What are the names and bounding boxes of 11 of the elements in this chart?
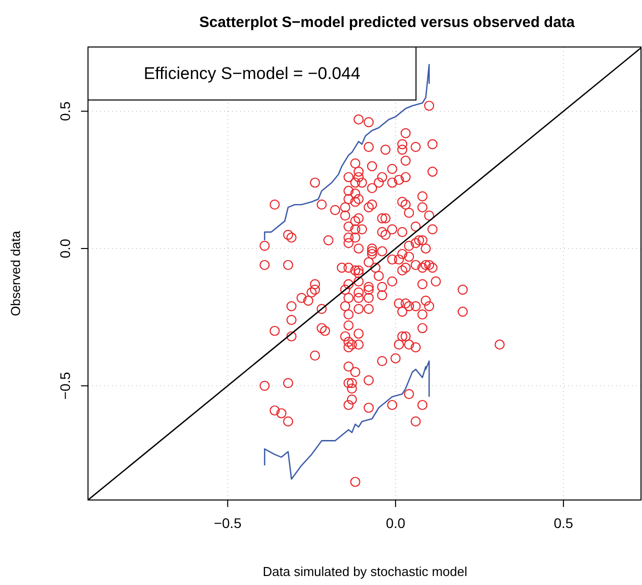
- y-tick-label: −0.5: [57, 372, 73, 400]
- line-series: [264, 360, 430, 480]
- x-tick-label: 0.5: [554, 515, 574, 531]
- y-axis-title: Observed data: [8, 230, 23, 316]
- x-tick-label: 0.0: [386, 515, 406, 531]
- y-tick-label: 0.0: [57, 238, 73, 258]
- annotation: Efficiency S−model = −0.044: [144, 64, 360, 83]
- x-axis-title: Data simulated by stochastic model: [262, 564, 468, 579]
- x-tick-label: −0.5: [214, 515, 242, 531]
- y-tick-label: 0.5: [57, 101, 73, 121]
- chart-title: Scatterplot S−model predicted versus observed data: [199, 14, 576, 31]
